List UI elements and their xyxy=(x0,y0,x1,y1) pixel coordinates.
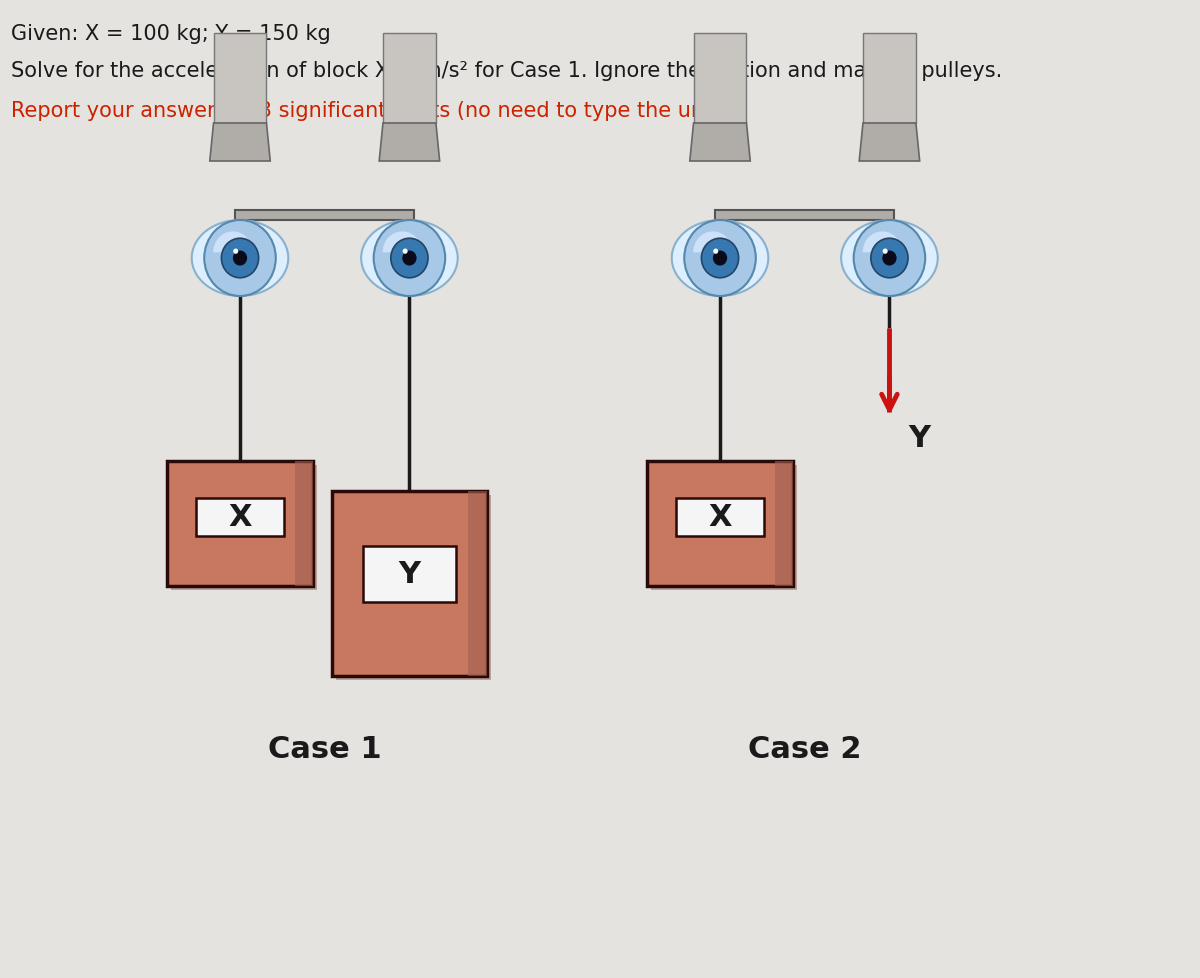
Polygon shape xyxy=(383,34,436,124)
Ellipse shape xyxy=(192,221,288,296)
Polygon shape xyxy=(690,124,750,161)
Text: X: X xyxy=(228,503,252,532)
Circle shape xyxy=(234,252,246,266)
Circle shape xyxy=(853,221,925,296)
Ellipse shape xyxy=(361,221,457,296)
Text: Report your answers in 3 significant digits (no need to type the unit).: Report your answers in 3 significant dig… xyxy=(11,101,733,121)
Wedge shape xyxy=(383,232,419,253)
Polygon shape xyxy=(863,34,916,124)
Circle shape xyxy=(714,252,726,266)
Text: Solve for the acceleration of block X in m/s² for Case 1. Ignore the friction an: Solve for the acceleration of block X in… xyxy=(11,61,1002,81)
Circle shape xyxy=(222,239,259,279)
Polygon shape xyxy=(379,124,439,161)
Bar xyxy=(647,461,793,586)
Polygon shape xyxy=(694,34,746,124)
Polygon shape xyxy=(214,34,266,124)
Bar xyxy=(775,461,793,586)
Circle shape xyxy=(403,249,408,254)
Text: Case 1: Case 1 xyxy=(268,734,382,763)
Circle shape xyxy=(883,249,888,254)
Bar xyxy=(197,499,283,536)
Circle shape xyxy=(204,221,276,296)
Circle shape xyxy=(871,239,908,279)
Text: Given: X = 100 kg; Y = 150 kg: Given: X = 100 kg; Y = 150 kg xyxy=(11,24,331,44)
Circle shape xyxy=(883,252,896,266)
Wedge shape xyxy=(863,232,899,253)
Circle shape xyxy=(233,249,239,254)
Bar xyxy=(468,491,487,676)
Polygon shape xyxy=(210,124,270,161)
Bar xyxy=(167,461,313,586)
Text: Y: Y xyxy=(398,559,420,589)
Circle shape xyxy=(391,239,428,279)
Bar xyxy=(331,491,487,676)
Bar xyxy=(295,461,313,586)
Polygon shape xyxy=(235,211,414,221)
Text: Y: Y xyxy=(908,423,930,453)
Bar xyxy=(650,465,797,590)
Text: X: X xyxy=(708,503,732,532)
Text: Case 2: Case 2 xyxy=(748,734,862,763)
Circle shape xyxy=(373,221,445,296)
Bar xyxy=(336,495,491,680)
Circle shape xyxy=(713,249,719,254)
Circle shape xyxy=(403,252,416,266)
Polygon shape xyxy=(715,211,894,221)
Polygon shape xyxy=(859,124,919,161)
Circle shape xyxy=(684,221,756,296)
Circle shape xyxy=(702,239,739,279)
Ellipse shape xyxy=(672,221,768,296)
Bar xyxy=(362,547,456,601)
Wedge shape xyxy=(214,232,250,253)
Wedge shape xyxy=(694,232,730,253)
Ellipse shape xyxy=(841,221,937,296)
Bar xyxy=(170,465,317,590)
Bar xyxy=(677,499,763,536)
